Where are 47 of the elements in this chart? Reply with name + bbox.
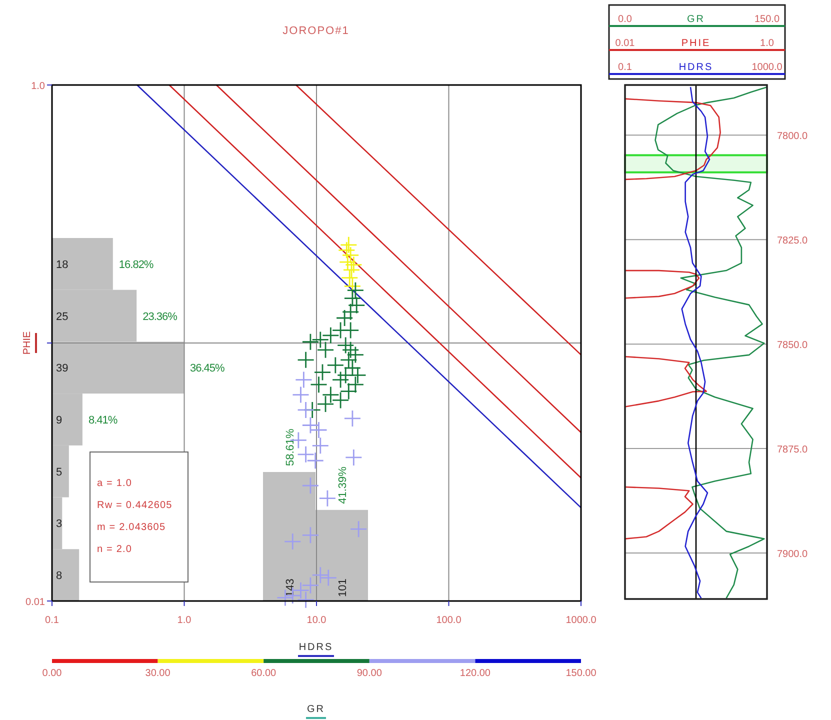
y-tick-label: 25 [56,310,68,323]
x-tick-label: 0.1 [45,615,60,626]
y-tick-label: 7875.0 [777,444,808,456]
y-tick-label: 8 [56,570,62,582]
color-bar-title: GR [307,704,325,715]
series-label: HDRS [678,62,714,73]
y-tick-label: 18 [56,258,68,271]
x-tick-label: 1.0 [177,615,192,626]
x2-tick-label: 1.0 [760,38,774,49]
color-bar-label: 30.00 [145,668,171,679]
y-tick-label: 7800.0 [777,131,808,142]
x-tick-label: 0.1 [618,62,632,73]
x2-tick-label: 0.01 [615,38,636,49]
y-tick-label: 39 [56,362,68,375]
y-tick-label: 7850.0 [777,340,808,352]
x-tick-label: 150.0 [754,14,780,25]
x-tick-label: 0.0 [618,14,632,25]
annotation: m = 2.043605 [97,522,166,533]
text: GR [687,14,705,25]
color-bar-label: 60.00 [251,668,277,679]
data-label: 23.36% [142,310,178,323]
x-tick-label: 1000.0 [752,62,783,73]
chart-title: JOROPO#1 [282,25,350,37]
data-label: 58.61% [284,428,296,466]
y-tick-label: 3 [56,518,62,530]
color-bar-label: 90.00 [356,668,382,679]
data-label: 8.41% [88,414,118,426]
text: PHIE [681,38,711,49]
x-tick-label: 1000.0 [566,615,597,626]
y-tick-label: 7900.0 [777,549,808,560]
color-bar-label: 0.00 [42,668,62,679]
data-label: 16.82% [118,258,154,271]
annotation: a = 1.0 [97,478,132,489]
data-label: 36.45% [190,362,226,375]
x-tick-label: 100.0 [436,615,462,626]
y-tick-label: 5 [56,466,62,478]
color-bar-label: 150.00 [566,668,597,679]
data-label: 41.39% [336,466,349,504]
color-bar-label: 120.00 [460,668,491,679]
x-tick-label: 10.0 [306,615,327,626]
annotation: Rw = 0.442605 [97,500,172,511]
annotation: n = 2.0 [97,544,132,555]
y-tick-label: 9 [56,414,62,426]
y-axis-title: PHIE [22,331,33,355]
x-axis-title: HDRS [298,642,334,653]
y-tick-label: 7825.0 [777,236,808,247]
x-tick-label: 101 [336,578,349,597]
